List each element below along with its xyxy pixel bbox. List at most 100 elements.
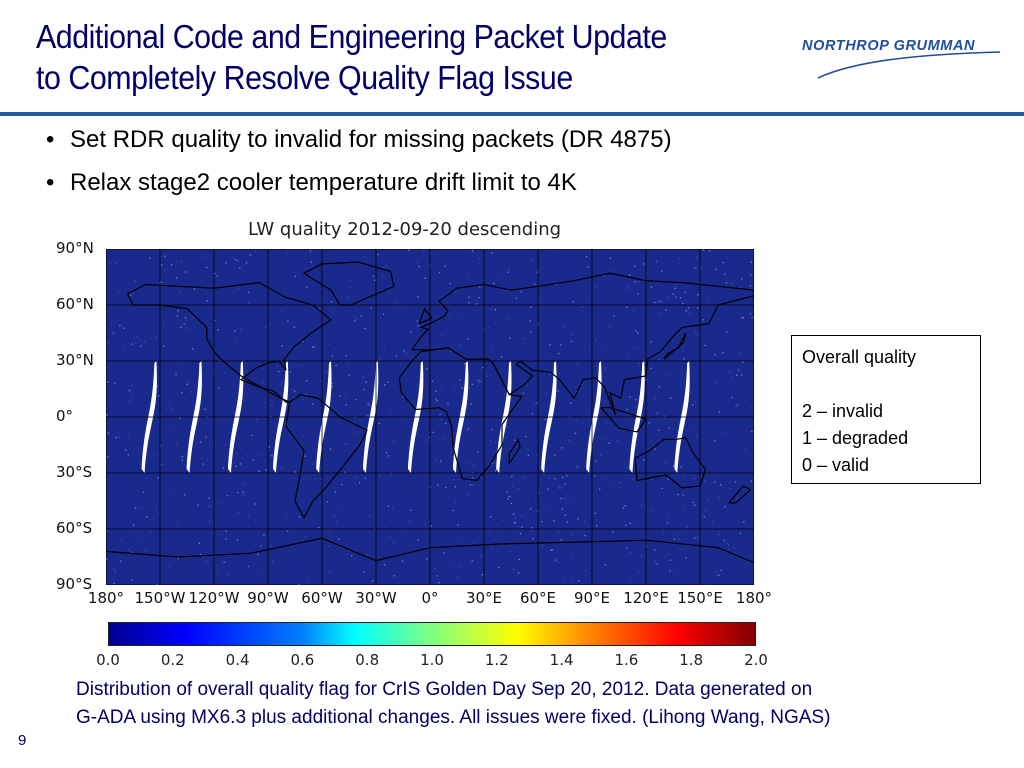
noise-dot [638,362,640,364]
noise-dot [394,302,396,304]
noise-dot [594,475,596,477]
coastline [398,347,523,482]
noise-dot [493,462,495,464]
noise-dot [570,501,572,503]
coastline [418,307,433,325]
noise-dot [331,382,333,385]
noise-dot [587,266,589,268]
noise-dot [459,344,461,346]
noise-dot [225,262,227,264]
y-tick-label: 30°N [56,351,94,369]
noise-dot [489,516,492,518]
noise-dot [575,391,578,393]
noise-dot [386,264,388,267]
noise-dot [266,493,269,495]
noise-dot [236,539,239,541]
noise-dot [692,266,695,268]
noise-dot [367,402,369,404]
noise-dot [713,471,715,473]
noise-dot [684,291,687,294]
noise-dot [646,378,648,381]
coastline [728,485,752,504]
noise-dot [345,354,347,357]
noise-dot [625,471,627,473]
noise-dot [469,484,472,486]
noise-dot [242,494,244,496]
noise-dot [209,326,211,328]
y-tick-label: 0° [56,407,74,425]
noise-dot [661,351,663,353]
noise-dot [498,566,500,569]
noise-dot [738,352,740,354]
noise-dot [372,580,374,582]
noise-dot [724,273,726,275]
noise-dot [409,520,411,522]
noise-dot [182,456,184,458]
noise-dot [689,429,692,431]
noise-dot [507,271,509,273]
coastline [411,272,754,416]
noise-dot [457,316,459,318]
noise-dot [637,293,639,295]
noise-dot [373,279,376,281]
noise-dot [135,342,137,344]
noise-dot [199,441,202,443]
noise-dot [388,292,390,294]
legend-item-invalid: 2 – invalid [802,401,884,421]
noise-dot [749,313,752,315]
colorbar [108,622,756,646]
noise-dot [106,558,108,560]
noise-dot [236,259,239,262]
noise-dot [744,399,746,401]
noise-dot [426,439,428,441]
noise-dot [270,415,272,418]
noise-dot [656,563,658,565]
noise-dot [520,291,522,293]
noise-dot [467,494,469,496]
noise-dot [643,459,645,461]
noise-dot [270,545,272,547]
noise-dot [650,367,652,369]
noise-dot [643,263,645,265]
noise-dot [435,458,437,461]
noise-dot [360,315,362,317]
noise-dot [609,326,611,328]
noise-dot [742,317,744,319]
noise-dot [725,282,728,284]
noise-dot [656,261,658,263]
noise-dot [417,296,419,298]
noise-dot [624,505,626,507]
noise-dot [720,569,722,572]
noise-dot [741,317,743,319]
noise-dot [667,478,670,481]
noise-dot [509,337,511,339]
noise-dot [235,465,237,468]
noise-dot [201,457,203,459]
noise-dot [629,581,631,583]
noise-dot [383,313,385,315]
noise-dot [558,531,560,533]
noise-dot [682,349,685,352]
noise-dot [298,516,301,518]
noise-dot [468,296,470,298]
noise-dot [697,294,699,296]
noise-dot [114,382,116,384]
noise-dot [160,414,162,416]
noise-dot [654,301,656,304]
x-tick-label: 60°W [301,589,343,607]
noise-dot [378,422,380,425]
noise-dot [545,392,547,394]
noise-dot [531,527,533,529]
noise-dot [658,386,660,388]
noise-dot [251,434,253,437]
noise-dot [704,510,707,512]
noise-dot [304,455,306,457]
noise-dot [305,380,308,382]
noise-dot [293,397,295,399]
noise-dot [718,496,720,498]
noise-dot [160,255,162,258]
noise-dot [202,385,204,387]
noise-dot [724,506,726,508]
noise-dot [473,542,475,544]
noise-dot [159,445,162,447]
